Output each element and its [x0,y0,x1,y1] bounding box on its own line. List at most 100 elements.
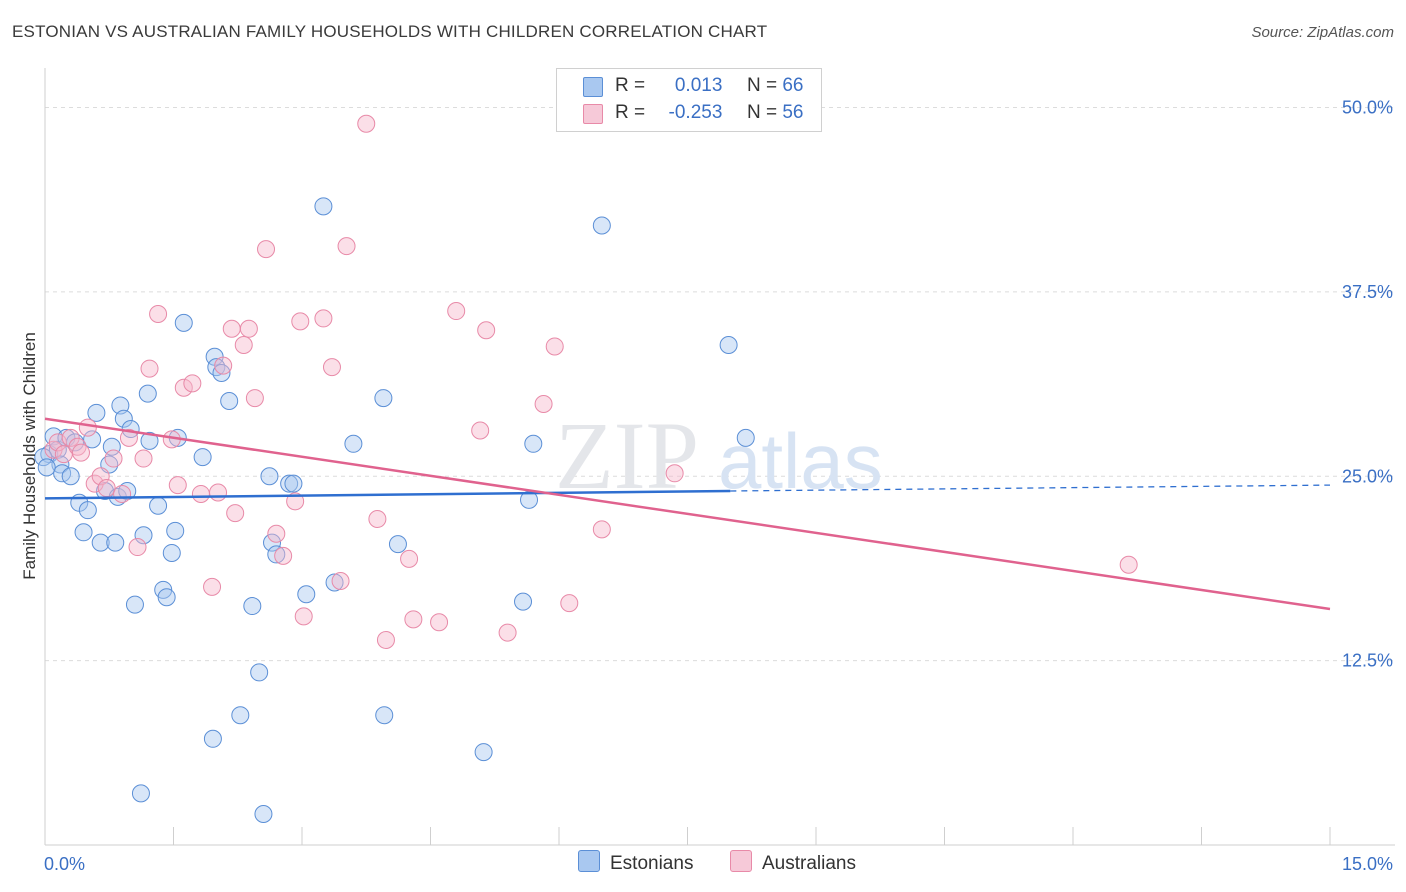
australian-point [168,476,187,495]
legend-n-value-australians: 56 [782,102,804,123]
legend-n-label: N = [746,102,778,123]
estonian-point [111,396,130,415]
correlation-legend: R = 0.013 N = 66 R = -0.253 N = 56 [556,68,822,132]
australian-point [113,484,132,503]
y-tick-label-1: 25.0% [1342,466,1393,486]
estonian-point [297,585,316,604]
australian-point [97,479,116,498]
australian-point [149,305,168,323]
estonian-point [166,521,185,540]
australian-point [267,524,286,543]
australian-swatch [583,104,603,124]
estonian-point [325,573,344,592]
estonian-point [138,384,157,403]
estonian-point [220,392,239,411]
australian-point [357,114,376,133]
australian-point [191,484,210,503]
estonian-point [719,335,738,354]
estonian-point [37,458,56,477]
x-tick-label-0: 0.0% [44,854,85,874]
australian-point [234,335,253,354]
estonian-point [280,474,299,493]
australian-point [274,546,293,565]
australian-legend-label: Australians [762,853,856,874]
estonian-point [106,533,125,552]
australian-point [78,418,97,437]
y-tick-label-3: 50.0% [1342,98,1393,118]
y-tick-label-2: 37.5% [1342,282,1393,302]
estonian-point [51,455,70,474]
australian-point [222,319,241,338]
y-tick-label-0: 12.5% [1342,651,1393,671]
estonian-point [149,496,168,515]
estonian-point [263,533,282,552]
estonian-point [250,663,269,682]
estonian-point [131,784,150,803]
australian-point [245,389,264,408]
australian-point [134,449,153,468]
australian-point [322,358,341,377]
australian-point [214,356,233,375]
estonian-point [114,409,133,428]
y-axis-label: Family Households with Children [20,332,39,580]
estonian-point [193,448,212,467]
estonian-point [34,448,53,467]
australian-point [119,428,138,447]
australian-point [286,492,305,511]
estonian-point [83,430,102,449]
australian-point [174,378,193,397]
x-tick-label-1: 15.0% [1342,854,1393,874]
estonian-point [592,216,611,235]
legend-r-label: R = [615,102,646,123]
australian-point [140,359,159,378]
estonian-point [74,523,93,542]
estonian-point [162,543,181,562]
australian-point [477,321,496,340]
australian-points [44,114,1138,649]
estonian-point [524,434,543,453]
estonian-swatch [583,77,603,97]
estonian-point [284,474,303,493]
australian-point [239,319,258,338]
tick-labels: 12.5% 25.0% 37.5% 50.0% 0.0% 15.0% [44,98,1393,875]
estonian-point [118,482,137,500]
australian-point [183,374,202,393]
estonian-legend-label: Estonians [610,853,694,874]
australian-point [337,237,356,256]
estonian-point [388,535,407,554]
axes [44,68,1395,846]
estonian-point [243,597,262,616]
australian-point [314,309,333,328]
australian-point [71,443,90,462]
australian-point [534,394,553,413]
estonian-point [374,389,393,408]
australian-point [376,630,395,649]
australian-trend-line [44,417,1331,611]
australian-point [498,623,517,642]
estonian-point [91,533,110,552]
estonian-point [260,467,279,486]
estonian-point [87,403,106,422]
estonian-point [736,428,755,447]
chart-title: ESTONIAN VS AUSTRALIAN FAMILY HOUSEHOLDS… [12,22,768,41]
estonian-point [474,743,493,762]
australian-point [400,549,419,568]
bottom-legend-australians: Australians [730,850,856,875]
estonian-point [174,313,193,332]
australian-point [665,464,684,483]
australian-point [291,312,310,331]
legend-n-value-estonians: 66 [782,75,804,96]
australian-point [91,467,110,486]
chart-source: Source: ZipAtlas.com [1251,24,1394,41]
estonian-points [34,197,755,824]
legend-r-label: R = [615,75,646,96]
australian-point [331,571,350,590]
estonian-point [140,431,159,450]
estonian-point [207,358,226,377]
estonian-point [78,501,97,520]
australian-point [209,483,228,502]
australian-point [545,337,564,356]
estonian-point [157,588,176,607]
estonian-point [102,437,121,456]
